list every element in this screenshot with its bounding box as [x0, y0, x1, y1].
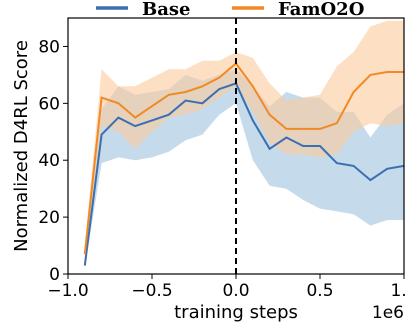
y-tick-label: 80	[38, 37, 60, 57]
x-tick-label: −1.0	[47, 281, 88, 301]
band-famo2o	[84, 20, 405, 260]
series-lines	[83, 62, 405, 266]
y-axis-label: Normalized D4RL Score	[11, 40, 32, 252]
confidence-bands	[84, 20, 405, 269]
x-axis-offset-label: 1e6	[372, 303, 404, 323]
y-tick-label: 20	[38, 208, 60, 228]
y-axis-ticks: 0 20 40 60 80	[38, 37, 68, 285]
x-tick-label: 1.0	[390, 281, 406, 301]
line-base	[83, 82, 405, 266]
x-axis-label: training steps	[174, 302, 298, 323]
x-tick-label: −0.5	[131, 281, 172, 301]
x-tick-label: 0.5	[306, 281, 333, 301]
x-axis-ticks: −1.0 −0.5 0.0 0.5 1.0	[47, 274, 406, 301]
x-tick-label: 0.0	[222, 281, 249, 301]
y-tick-label: 60	[38, 94, 60, 114]
y-tick-label: 0	[49, 265, 60, 285]
line-famo2o	[83, 62, 404, 255]
legend-label-famo2o: FamO2O	[278, 0, 364, 20]
y-tick-label: 40	[38, 151, 60, 171]
legend-label-base: Base	[142, 0, 190, 20]
legend: Base FamO2O	[96, 0, 364, 20]
